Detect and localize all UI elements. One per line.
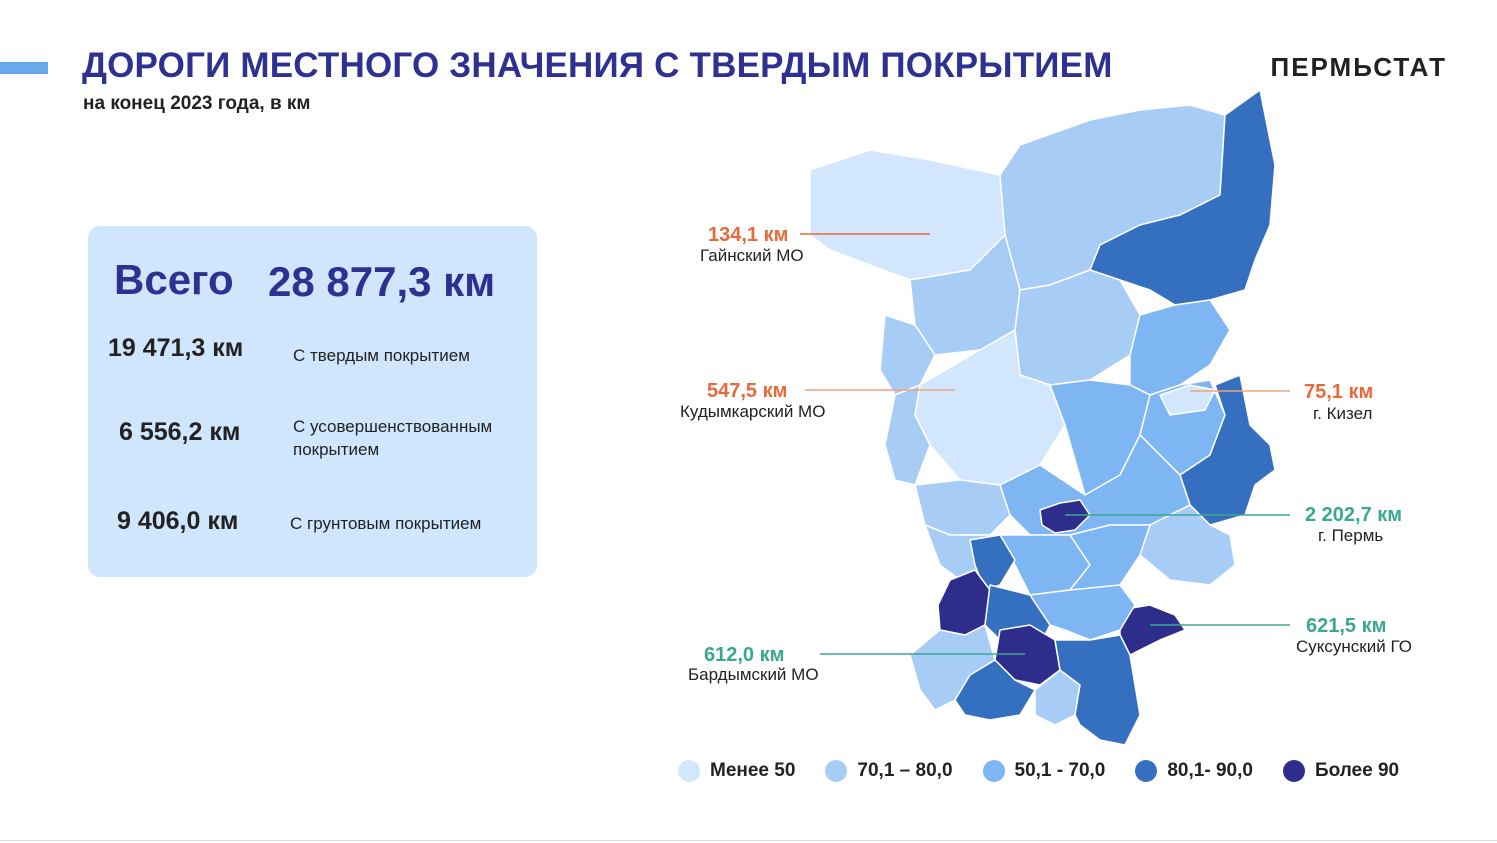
legend-item-5: Более 90	[1282, 760, 1400, 782]
legend-item-4: 80,1- 90,0	[1135, 760, 1253, 782]
district-center-north	[1014, 269, 1141, 386]
page-subtitle: на конец 2023 года, в км	[83, 93, 311, 114]
legend-swatch	[678, 760, 700, 782]
hard-surface-value: 19 471,3 км	[108, 334, 244, 362]
brand-logo: ПЕРМЬСТАТ	[1270, 52, 1447, 82]
callout-suksun-value: 621,5 км	[1306, 615, 1387, 637]
legend-swatch	[1135, 760, 1158, 782]
page-title: ДОРОГИ МЕСТНОГО ЗНАЧЕНИЯ С ТВЕРДЫМ ПОКРЫ…	[82, 46, 1113, 85]
callout-kizel-value: 75,1 км	[1304, 381, 1374, 403]
bottom-divider	[0, 840, 1497, 841]
map-legend: Менее 50 70,1 – 80,0 50,1 - 70,0 80,1- 9…	[678, 760, 1429, 782]
callout-kizel-name: г. Кизел	[1313, 404, 1373, 423]
region-map	[800, 89, 1290, 746]
district-north-east	[1089, 89, 1276, 306]
district-sw-dark	[969, 534, 1016, 591]
district-kizel	[1159, 384, 1216, 416]
legend-label: 70,1 – 80,0	[857, 760, 953, 781]
legend-item-1: Менее 50	[678, 760, 795, 782]
callout-kudymkar-value: 547,5 км	[707, 380, 788, 402]
callout-suksun-name: Суксунский ГО	[1296, 637, 1412, 656]
legend-swatch	[1282, 760, 1305, 782]
dirt-surface-label: С грунтовым покрытием	[290, 514, 482, 533]
legend-label: Менее 50	[710, 760, 796, 781]
legend-item-3: 50,1 - 70,0	[982, 760, 1106, 782]
legend-swatch	[982, 760, 1005, 782]
total-label: Всего	[114, 256, 234, 303]
legend-label: 80,1- 90,0	[1167, 760, 1253, 781]
total-value: 28 877,3 км	[268, 258, 496, 305]
callout-perm-name: г. Пермь	[1318, 526, 1384, 545]
hard-surface-label: С твердым покрытием	[293, 346, 470, 365]
callout-bardym-name: Бардымский МО	[688, 665, 819, 684]
district-perm-city	[1039, 499, 1091, 534]
callout-kudymkar-name: Кудымкарский МО	[680, 402, 826, 421]
summary-panel: Всего 28 877,3 км 19 471,3 км С твердым …	[88, 226, 537, 577]
legend-label: 50,1 - 70,0	[1014, 760, 1106, 781]
callout-perm-value: 2 202,7 км	[1305, 504, 1403, 526]
legend-item-2: 70,1 – 80,0	[825, 760, 953, 782]
callout-gainsky-value: 134,1 км	[708, 224, 789, 246]
legend-swatch	[825, 760, 848, 782]
legend-label: Более 90	[1314, 760, 1400, 781]
improved-surface-value: 6 556,2 км	[119, 418, 241, 446]
callout-bardym-value: 612,0 км	[704, 644, 785, 666]
improved-surface-label: С усовершенствованным покрытием	[293, 417, 493, 459]
district-east-lower	[1139, 504, 1236, 586]
district-gainsky	[809, 149, 1006, 281]
district-sw-darkest	[937, 569, 991, 636]
district-se-dark	[1054, 634, 1141, 746]
accent-bar	[0, 62, 48, 74]
district-east-north	[1129, 299, 1231, 396]
callout-gainsky-name: Гайнский МО	[700, 246, 804, 265]
dirt-surface-value: 9 406,0 км	[117, 507, 239, 535]
